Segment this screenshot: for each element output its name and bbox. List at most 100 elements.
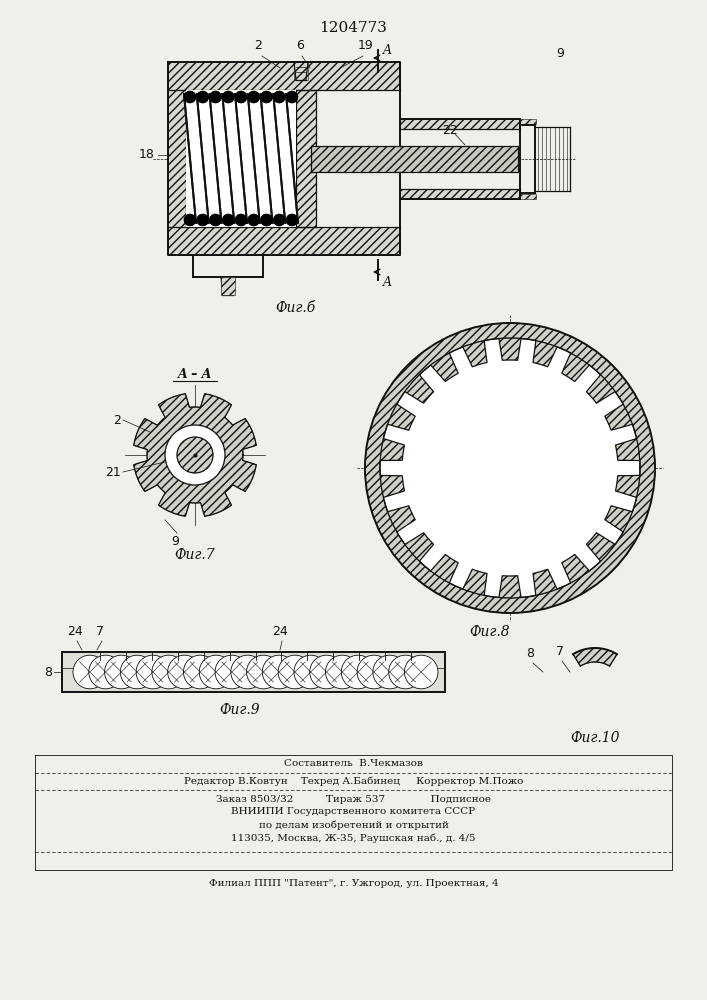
Circle shape [278,655,312,689]
Circle shape [223,92,234,103]
Circle shape [357,655,391,689]
Circle shape [235,215,247,226]
Circle shape [197,215,209,226]
Circle shape [89,655,122,689]
Circle shape [199,655,233,689]
Circle shape [373,655,407,689]
Circle shape [248,215,259,226]
Circle shape [261,92,272,103]
Circle shape [274,92,285,103]
Circle shape [165,425,225,485]
Circle shape [210,215,221,226]
Circle shape [223,215,234,226]
Text: 22: 22 [442,123,458,136]
Text: ВНИИПИ Государственного комитета СССР: ВНИИПИ Государственного комитета СССР [231,808,476,816]
Circle shape [310,655,344,689]
Text: A: A [383,43,392,56]
Circle shape [294,655,327,689]
Circle shape [120,655,154,689]
Circle shape [286,92,298,103]
Circle shape [105,655,138,689]
Text: Редактор В.Ковтун    Техред А.Бабинец     Корректор М.Пожо: Редактор В.Ковтун Техред А.Бабинец Корре… [184,777,523,786]
Text: 18: 18 [139,148,155,161]
Bar [168,90,186,227]
Circle shape [235,215,247,226]
Bar [168,62,400,90]
Text: Фиг.б: Фиг.б [275,301,315,315]
Circle shape [215,655,249,689]
Circle shape [325,655,359,689]
Circle shape [286,215,298,226]
Circle shape [261,215,272,226]
Text: 7: 7 [96,625,104,638]
Circle shape [286,215,298,226]
Bar [400,188,520,198]
Text: 2: 2 [113,414,121,426]
Text: Заказ 8503/32          Тираж 537              Подписное: Заказ 8503/32 Тираж 537 Подписное [216,794,491,804]
Bar [294,62,308,80]
Circle shape [177,437,213,473]
Polygon shape [573,648,617,666]
Circle shape [185,215,196,226]
Text: 8: 8 [44,666,52,678]
Circle shape [235,92,247,103]
Circle shape [73,655,107,689]
Circle shape [197,92,209,103]
Circle shape [247,655,280,689]
Text: Фиг.9: Фиг.9 [220,703,260,717]
Circle shape [262,655,296,689]
Bar [520,118,536,123]
Circle shape [274,215,285,226]
Text: 24: 24 [67,625,83,638]
Circle shape [235,92,247,103]
Text: 21: 21 [105,466,121,479]
Polygon shape [380,338,640,598]
Text: 113035, Москва, Ж-35, Раушская наб., д. 4/5: 113035, Москва, Ж-35, Раушская наб., д. … [231,833,476,843]
Bar [168,227,400,255]
Circle shape [389,655,422,689]
Circle shape [136,655,170,689]
Text: 7: 7 [556,645,564,658]
Circle shape [210,92,221,103]
Circle shape [286,92,298,103]
Circle shape [223,215,234,226]
Bar [311,145,518,172]
Text: A – A: A – A [177,368,212,381]
Circle shape [197,92,209,103]
Bar [296,90,316,227]
Bar [221,277,235,295]
Text: Фиг.10: Фиг.10 [571,731,620,745]
Text: Филиал ППП "Патент", г. Ужгород, ул. Проектная, 4: Филиал ППП "Патент", г. Ужгород, ул. Про… [209,880,498,888]
Polygon shape [365,323,655,613]
Circle shape [274,215,285,226]
Polygon shape [380,338,640,598]
Text: A: A [383,275,392,288]
Circle shape [152,655,185,689]
Circle shape [248,92,259,103]
Circle shape [168,655,201,689]
Text: Фиг.8: Фиг.8 [469,625,510,639]
Circle shape [210,215,221,226]
Circle shape [210,92,221,103]
Text: 6: 6 [296,39,304,52]
Text: 8: 8 [526,647,534,660]
Bar [186,90,296,227]
Text: 19: 19 [358,39,374,52]
Circle shape [341,655,375,689]
Circle shape [248,92,259,103]
Polygon shape [134,394,256,516]
Text: 24: 24 [272,625,288,638]
Circle shape [185,92,196,103]
Circle shape [261,215,272,226]
Circle shape [185,92,196,103]
Polygon shape [380,338,640,598]
Circle shape [261,92,272,103]
Circle shape [197,215,209,226]
Text: Составитель  В.Чекмазов: Составитель В.Чекмазов [284,760,423,768]
Circle shape [183,655,217,689]
Bar [62,652,445,692]
Text: 9: 9 [556,47,564,60]
Text: 9: 9 [171,535,179,548]
Text: 21: 21 [430,155,445,168]
Text: по делам изобретений и открытий: по делам изобретений и открытий [259,820,448,830]
